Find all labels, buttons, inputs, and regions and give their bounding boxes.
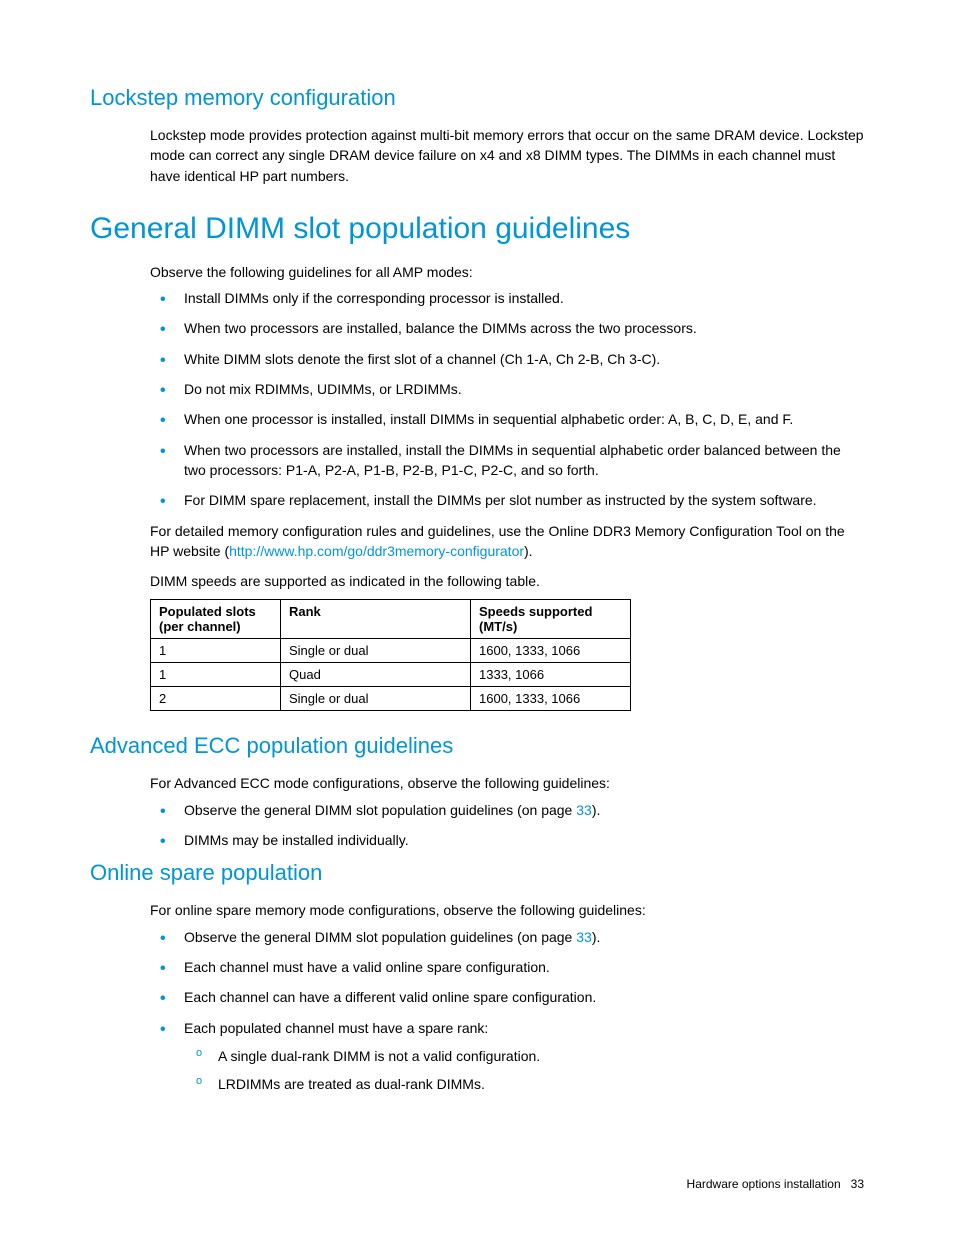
para-general-intro: Observe the following guidelines for all… [150,262,864,282]
page-content: Lockstep memory configuration Lockstep m… [0,0,954,1154]
sub-list-item: LRDIMMs are treated as dual-rank DIMMs. [184,1074,864,1094]
page-ref[interactable]: 33 [576,929,592,945]
list-item: When one processor is installed, install… [150,409,864,429]
table-row: 1 Quad 1333, 1066 [151,663,631,687]
para-online-spare-intro: For online spare memory mode configurati… [150,900,864,920]
table-row: 2 Single or dual 1600, 1333, 1066 [151,687,631,711]
list-item: White DIMM slots denote the first slot o… [150,349,864,369]
table-header: Rank [281,600,471,639]
table-cell: 1 [151,663,281,687]
heading-advanced-ecc: Advanced ECC population guidelines [90,733,864,759]
heading-general: General DIMM slot population guidelines [90,212,864,246]
para-general-detail: For detailed memory configuration rules … [150,521,864,562]
sub-list-item: A single dual-rank DIMM is not a valid c… [184,1046,864,1066]
table-row: 1 Single or dual 1600, 1333, 1066 [151,639,631,663]
list-online-spare: Observe the general DIMM slot population… [150,927,864,1095]
list-item: Install DIMMs only if the corresponding … [150,288,864,308]
table-cell: 1600, 1333, 1066 [471,639,631,663]
list-item: For DIMM spare replacement, install the … [150,490,864,510]
page-footer: Hardware options installation 33 [687,1177,864,1191]
heading-online-spare: Online spare population [90,860,864,886]
table-header-row: Populated slots (per channel) Rank Speed… [151,600,631,639]
text: Each populated channel must have a spare… [184,1020,488,1036]
heading-lockstep: Lockstep memory configuration [90,85,864,111]
table-cell: 2 [151,687,281,711]
list-item: DIMMs may be installed individually. [150,830,864,850]
table-cell: Single or dual [281,639,471,663]
link-hp-configurator[interactable]: http://www.hp.com/go/ddr3memory-configur… [229,543,524,559]
table-dimm-speeds: Populated slots (per channel) Rank Speed… [150,599,631,711]
text: ). [592,929,601,945]
table-header: Populated slots (per channel) [151,600,281,639]
list-item: When two processors are installed, balan… [150,318,864,338]
table-header: Speeds supported (MT/s) [471,600,631,639]
list-item: Observe the general DIMM slot population… [150,800,864,820]
footer-page-number: 33 [851,1177,864,1191]
list-item: Do not mix RDIMMs, UDIMMs, or LRDIMMs. [150,379,864,399]
list-general: Install DIMMs only if the corresponding … [150,288,864,510]
table-cell: 1333, 1066 [471,663,631,687]
list-item: Each channel must have a valid online sp… [150,957,864,977]
list-item: When two processors are installed, insta… [150,440,864,481]
page-ref[interactable]: 33 [576,802,592,818]
text: ). [524,543,533,559]
text: Observe the general DIMM slot population… [184,929,576,945]
sub-list: A single dual-rank DIMM is not a valid c… [184,1046,864,1095]
list-item: Each populated channel must have a spare… [150,1018,864,1095]
list-item: Each channel can have a different valid … [150,987,864,1007]
table-cell: Single or dual [281,687,471,711]
para-advanced-ecc-intro: For Advanced ECC mode configurations, ob… [150,773,864,793]
table-cell: Quad [281,663,471,687]
footer-section: Hardware options installation [687,1177,841,1191]
text: Observe the general DIMM slot population… [184,802,576,818]
table-cell: 1 [151,639,281,663]
table-cell: 1600, 1333, 1066 [471,687,631,711]
para-table-intro: DIMM speeds are supported as indicated i… [150,571,864,591]
list-advanced-ecc: Observe the general DIMM slot population… [150,800,864,851]
text: ). [592,802,601,818]
para-lockstep: Lockstep mode provides protection agains… [150,125,864,186]
list-item: Observe the general DIMM slot population… [150,927,864,947]
